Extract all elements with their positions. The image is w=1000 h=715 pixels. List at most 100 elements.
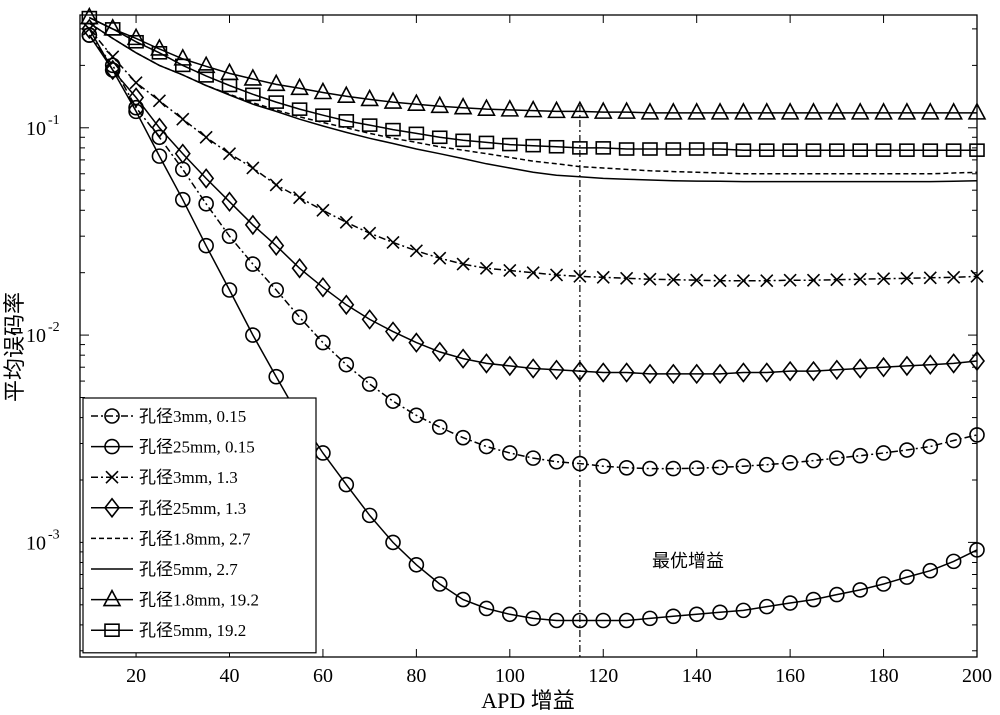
data-point — [315, 334, 331, 351]
y-tick-exponent: -3 — [48, 527, 60, 542]
data-point — [618, 142, 635, 156]
data-point — [547, 100, 566, 119]
data-point — [245, 87, 261, 102]
data-point — [665, 142, 682, 156]
data-point — [688, 460, 705, 476]
legend-marker — [102, 588, 122, 607]
data-point — [922, 354, 939, 375]
data-point — [922, 143, 939, 157]
data-point — [783, 273, 797, 287]
series-line — [88, 16, 977, 151]
data-point — [829, 586, 845, 603]
data-point — [339, 215, 353, 229]
data-point — [780, 102, 800, 120]
legend-item: 孔径3mm, 0.15 — [91, 407, 246, 426]
annotation-layer: 最优增益 — [579, 105, 724, 657]
data-point — [104, 59, 121, 81]
data-point — [570, 100, 590, 119]
data-point — [735, 143, 752, 157]
data-point — [945, 353, 962, 374]
data-point — [478, 438, 495, 455]
data-point — [455, 133, 471, 148]
data-point — [805, 143, 822, 157]
legend-marker — [104, 623, 120, 638]
data-point — [690, 273, 704, 287]
data-point — [967, 102, 987, 120]
series-line — [88, 34, 978, 470]
series-line — [88, 28, 978, 375]
legend-label: 孔径25mm, 0.15 — [139, 438, 255, 457]
data-point — [875, 143, 892, 157]
data-point — [430, 95, 450, 114]
data-point — [641, 363, 658, 385]
data-point — [617, 101, 636, 119]
data-point — [922, 562, 939, 579]
data-point — [408, 407, 425, 424]
data-point — [829, 143, 845, 157]
data-point — [293, 191, 307, 205]
data-point — [852, 143, 869, 157]
data-point — [501, 355, 518, 377]
data-point — [196, 55, 216, 74]
legend-marker — [104, 438, 120, 455]
data-point — [782, 595, 798, 611]
data-point — [688, 363, 705, 385]
data-point — [104, 22, 121, 36]
data-point — [198, 168, 215, 189]
data-point — [595, 141, 612, 155]
data-point — [338, 114, 355, 128]
data-point — [525, 138, 541, 153]
data-point — [757, 102, 777, 120]
legend-label: 孔径5mm, 19.2 — [139, 621, 246, 640]
legend-marker — [103, 497, 121, 519]
series-line — [88, 22, 978, 183]
data-point — [852, 582, 869, 598]
data-point — [874, 102, 893, 120]
data-point — [431, 341, 448, 363]
data-point — [712, 363, 729, 385]
data-point — [479, 261, 494, 275]
data-point — [433, 251, 447, 265]
data-point — [385, 534, 401, 551]
data-point — [81, 10, 98, 25]
data-point — [665, 363, 682, 385]
data-point — [360, 88, 379, 107]
data-point — [805, 360, 822, 382]
data-point — [829, 450, 845, 466]
data-point — [502, 137, 518, 152]
y-tick-label: 10 — [26, 325, 46, 347]
data-point — [688, 142, 705, 156]
data-point — [338, 356, 355, 373]
data-point — [431, 419, 448, 435]
x-tick-label: 180 — [869, 665, 899, 687]
data-point — [758, 598, 775, 615]
data-point — [313, 81, 333, 100]
data-point — [385, 393, 401, 409]
data-point — [899, 569, 915, 585]
data-point — [620, 271, 634, 285]
x-tick-label: 100 — [495, 665, 525, 687]
data-point — [945, 432, 962, 449]
data-point — [408, 556, 425, 573]
data-point — [713, 274, 727, 288]
data-point — [665, 460, 682, 477]
data-point — [782, 455, 798, 471]
data-point — [945, 553, 962, 570]
x-tick-label: 160 — [775, 665, 805, 687]
data-point — [431, 130, 448, 145]
legend-marker — [105, 470, 119, 484]
x-tick-label: 140 — [682, 665, 712, 687]
data-point — [830, 273, 844, 287]
data-point — [572, 612, 588, 629]
data-point — [268, 235, 285, 256]
legend-item: 孔径25mm, 0.15 — [91, 438, 255, 457]
data-point — [408, 126, 425, 141]
data-point — [126, 27, 146, 46]
data-point — [199, 130, 213, 144]
data-point — [688, 606, 705, 623]
data-point — [596, 270, 610, 284]
data-point — [500, 99, 520, 117]
legend-item: 孔径5mm, 2.7 — [91, 560, 238, 579]
data-point — [853, 272, 867, 286]
data-point — [968, 350, 986, 372]
